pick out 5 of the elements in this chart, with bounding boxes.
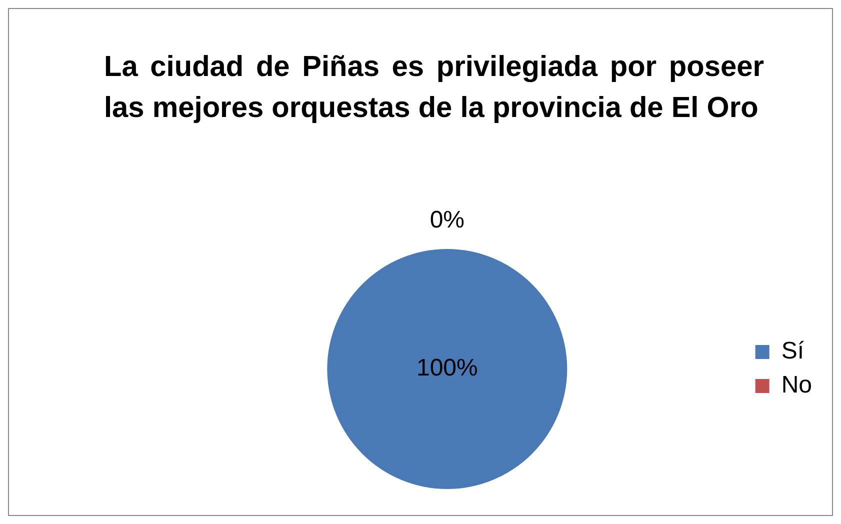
text: 0%: [430, 206, 465, 234]
legend-label: No: [781, 372, 812, 399]
chart-title: La ciudad de Piñas es privilegiada por poseer las mejores orquestas de la provincia de El Oro: [104, 50, 764, 126]
legend-label: Sí: [781, 338, 804, 365]
data-label: 100%: [416, 354, 478, 382]
